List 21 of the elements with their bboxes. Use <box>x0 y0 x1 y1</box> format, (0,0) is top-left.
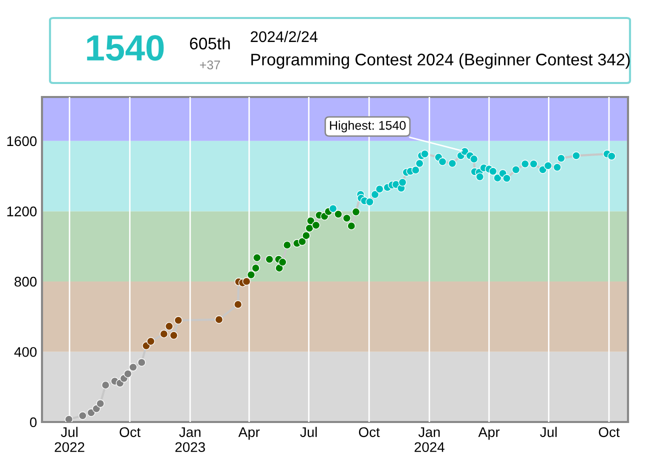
x-tick-label: Oct <box>120 427 141 438</box>
y-tick-label: 0 <box>30 417 37 428</box>
annotation: Highest: 1540 <box>330 120 406 132</box>
text: +37 <box>200 60 220 70</box>
text: 605th <box>190 37 230 50</box>
text: 2024/2/24 <box>250 30 318 42</box>
x-tick-label: Oct <box>358 427 380 438</box>
y-tick-label: 1200 <box>7 206 37 216</box>
x-tick-label: Apr <box>478 427 500 440</box>
text: 1540 <box>87 35 164 61</box>
y-tick-label: 400 <box>14 347 37 357</box>
x-tick-label: Jul <box>300 426 317 438</box>
x-tick-label: Oct <box>598 427 620 438</box>
x-tick-label: Jul 2022 <box>54 426 84 452</box>
x-tick-label: Jan 2023 <box>175 427 205 452</box>
x-tick-label: Apr <box>238 427 260 440</box>
chart-title: Programming Contest 2024 (Beginner Contest 342) <box>251 53 630 69</box>
y-tick-label: 800 <box>14 276 37 287</box>
x-tick-label: Jul <box>540 426 557 438</box>
x-tick-label: Jan 2024 <box>414 427 444 452</box>
y-tick-label: 1600 <box>7 136 37 146</box>
